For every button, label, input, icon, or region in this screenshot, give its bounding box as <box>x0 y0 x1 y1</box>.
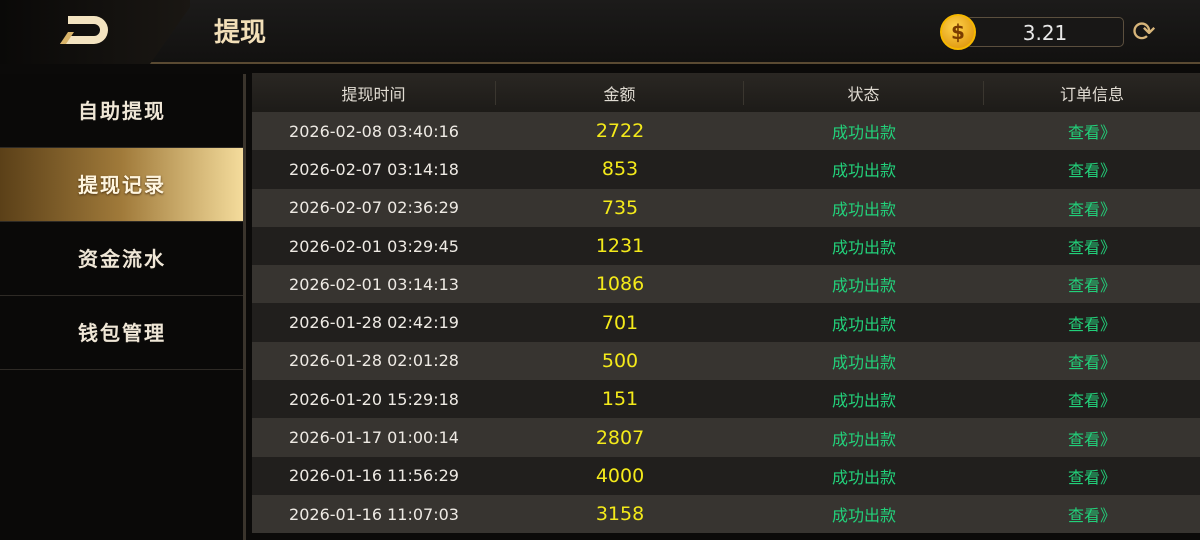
status: 成功出款 <box>831 314 896 334</box>
top-bar: 提现 3.21 $ ⟳ <box>0 0 1200 64</box>
table-row: 2026-02-01 03:14:13 1086 成功出款 查看》 <box>252 265 1200 304</box>
status: 成功出款 <box>831 123 896 143</box>
amount: 853 <box>601 158 639 181</box>
view-order-link[interactable]: 查看》 <box>1067 161 1116 181</box>
withdraw-time: 2026-02-07 02:36:29 <box>289 198 459 218</box>
withdraw-time: 2026-01-17 01:00:14 <box>289 428 459 448</box>
table-row: 2026-01-17 01:00:14 2807 成功出款 查看》 <box>252 418 1200 457</box>
view-order-link[interactable]: 查看》 <box>1067 506 1116 526</box>
balance-display: 3.21 <box>966 17 1124 47</box>
column-header-time: 提现时间 <box>252 80 496 105</box>
withdraw-time: 2026-02-01 03:29:45 <box>289 236 459 256</box>
table-row: 2026-01-16 11:56:29 4000 成功出款 查看》 <box>252 456 1200 495</box>
amount: 1231 <box>595 235 645 258</box>
table-row: 2026-01-28 02:42:19 701 成功出款 查看》 <box>252 303 1200 342</box>
table-row: 2026-02-07 02:36:29 735 成功出款 查看》 <box>252 188 1200 227</box>
view-order-link[interactable]: 查看》 <box>1067 429 1116 449</box>
page-title: 提现 <box>214 18 267 48</box>
status: 成功出款 <box>831 506 896 526</box>
table-row: 2026-02-07 03:14:18 853 成功出款 查看》 <box>252 150 1200 189</box>
status: 成功出款 <box>831 276 896 296</box>
status: 成功出款 <box>831 161 896 181</box>
view-order-link[interactable]: 查看》 <box>1067 276 1116 296</box>
column-header-status: 状态 <box>744 80 984 105</box>
withdraw-time: 2026-01-20 15:29:18 <box>289 389 459 409</box>
sidebar-item-wallet-management[interactable]: 钱包管理 <box>0 296 243 370</box>
column-header-order-info: 订单信息 <box>1059 84 1124 104</box>
withdraw-records-table: 提现时间 金额 状态 订单信息 2026-02-08 03:40:16 2722 成… <box>252 73 1200 534</box>
back-area[interactable] <box>0 0 190 64</box>
refresh-icon[interactable]: ⟳ <box>1132 15 1156 48</box>
sidebar-item-self-withdraw[interactable]: 自助提现 <box>0 74 243 148</box>
table-row: 2026-02-08 03:40:16 2722 成功出款 查看》 <box>252 112 1200 151</box>
status: 成功出款 <box>831 429 896 449</box>
view-order-link[interactable]: 查看》 <box>1067 199 1116 219</box>
sidebar: 自助提现 提现记录 资金流水 钱包管理 <box>0 74 246 540</box>
withdraw-time: 2026-02-08 03:40:16 <box>289 121 459 141</box>
amount: 500 <box>601 349 639 372</box>
withdraw-time: 2026-01-28 02:42:19 <box>289 313 459 333</box>
table-row: 2026-02-01 03:29:45 1231 成功出款 查看》 <box>252 226 1200 266</box>
amount: 701 <box>601 311 639 334</box>
view-order-link[interactable]: 查看》 <box>1067 314 1116 334</box>
withdraw-time: 2026-01-28 02:01:28 <box>289 351 459 371</box>
back-logo-icon[interactable] <box>58 14 110 48</box>
view-order-link[interactable]: 查看》 <box>1067 123 1116 143</box>
withdraw-time: 2026-01-16 11:07:03 <box>289 504 459 524</box>
status: 成功出款 <box>831 199 896 219</box>
table-row: 2026-01-28 02:01:28 500 成功出款 查看》 <box>252 341 1200 381</box>
table-header: 提现时间 金额 状态 订单信息 <box>252 73 1200 112</box>
amount: 1086 <box>595 273 645 296</box>
withdraw-time: 2026-02-01 03:14:13 <box>289 274 459 294</box>
amount: 4000 <box>595 464 645 487</box>
view-order-link[interactable]: 查看》 <box>1067 352 1116 372</box>
withdraw-time: 2026-01-16 11:56:29 <box>289 466 459 486</box>
view-order-link[interactable]: 查看》 <box>1067 238 1116 258</box>
sidebar-item-fund-flow[interactable]: 资金流水 <box>0 222 243 296</box>
table-row: 2026-01-20 15:29:18 151 成功出款 查看》 <box>252 380 1200 419</box>
table-row: 2026-01-16 11:07:03 3158 成功出款 查看》 <box>252 494 1200 534</box>
table-body: 2026-02-08 03:40:16 2722 成功出款 查看》 2026-02-07… <box>252 112 1200 534</box>
status: 成功出款 <box>831 467 896 487</box>
status: 成功出款 <box>831 391 896 411</box>
amount: 2722 <box>595 120 645 143</box>
sidebar-item-withdraw-records[interactable]: 提现记录 <box>0 148 243 222</box>
status: 成功出款 <box>831 238 896 258</box>
status: 成功出款 <box>831 352 896 372</box>
column-header-amount: 金额 <box>496 80 744 105</box>
view-order-link[interactable]: 查看》 <box>1067 391 1116 411</box>
dollar-coin-icon: $ <box>940 14 976 50</box>
withdraw-time: 2026-02-07 03:14:18 <box>289 159 459 179</box>
amount: 151 <box>601 388 639 411</box>
amount: 735 <box>601 196 639 219</box>
amount: 3158 <box>595 503 645 526</box>
view-order-link[interactable]: 查看》 <box>1067 467 1116 487</box>
amount: 2807 <box>595 426 645 449</box>
